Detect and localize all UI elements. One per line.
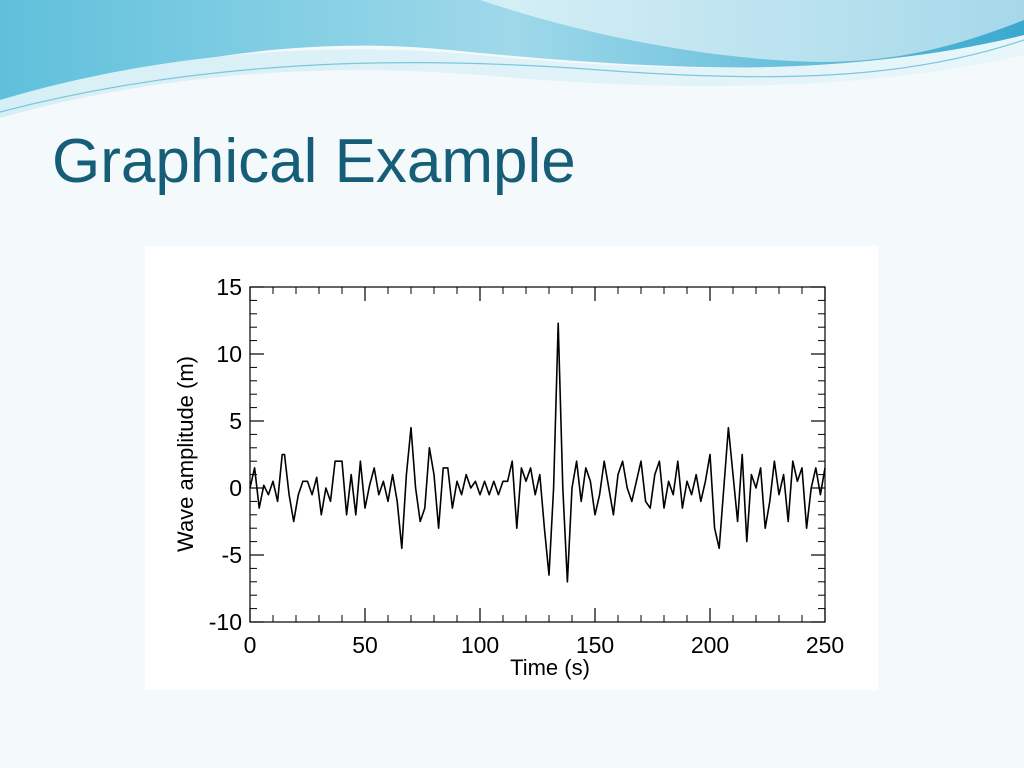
x-tick-label: 50 [352, 632, 378, 658]
major-ticks [249, 286, 826, 623]
x-tick-label: 250 [806, 632, 844, 658]
header-wave-banner [0, 0, 1024, 118]
plot-frame [249, 286, 826, 623]
x-tick-labels: 0 50 100 150 200 250 [244, 632, 845, 658]
y-tick-labels: -10 -5 0 5 10 15 [209, 274, 242, 635]
series-line-wave-amplitude [249, 322, 826, 583]
y-tick-label: 10 [216, 341, 242, 367]
x-tick-label: 0 [244, 632, 257, 658]
wave-band-light [0, 35, 1024, 118]
x-tick-label: 200 [691, 632, 729, 658]
x-tick-label: 100 [461, 632, 499, 658]
y-tick-label: -5 [222, 542, 242, 568]
wave-highlight [480, 0, 1024, 62]
slide-title: Graphical Example [52, 127, 576, 196]
y-tick-label: 15 [216, 274, 242, 300]
minor-ticks [250, 287, 825, 622]
y-tick-label: 0 [229, 475, 242, 501]
x-axis-title: Time (s) [510, 655, 590, 680]
y-tick-label: 5 [229, 408, 242, 434]
x-tick-label: 150 [576, 632, 614, 658]
wave-line [0, 39, 1024, 113]
wave-amplitude-chart: 0 50 100 150 200 250 -10 -5 0 5 10 15 Time (s) Wav… [173, 274, 845, 680]
chart-panel: 0 50 100 150 200 250 -10 -5 0 5 10 15 Time (s) Wav… [145, 246, 878, 690]
y-tick-label: -10 [209, 609, 242, 635]
y-axis-title: Wave amplitude (m) [173, 356, 198, 552]
